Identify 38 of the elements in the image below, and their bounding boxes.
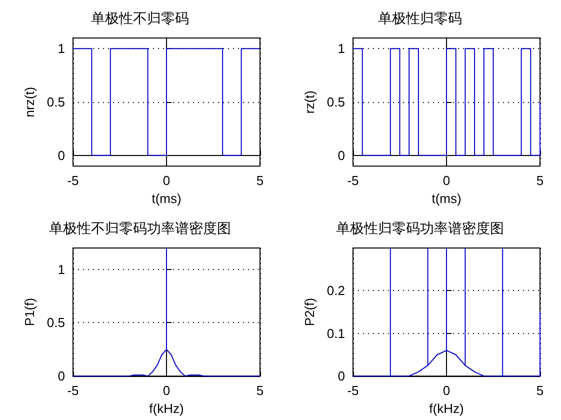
x-tick-label: -5	[347, 173, 359, 188]
y-tick-label: 0.1	[326, 326, 345, 341]
y-tick-label: 1	[58, 262, 65, 277]
chart-title: 单极性归零码功率谱密度图	[336, 220, 504, 236]
line-series	[72, 248, 260, 377]
y-tick-label: 0.5	[326, 94, 345, 110]
chart-title: 单极性不归零码功率谱密度图	[49, 220, 231, 236]
x-tick-label: 0	[442, 173, 450, 188]
y-tick-label: 0	[338, 148, 345, 163]
chart-title: 单极性归零码	[378, 10, 462, 26]
x-axis-title: f(kHz)	[429, 401, 464, 416]
x-tick-label: 5	[256, 173, 264, 188]
x-tick-label: 5	[536, 173, 544, 188]
line-series	[352, 248, 540, 377]
y-tick-label: 1	[338, 41, 345, 56]
y-tick-label: 0.2	[326, 283, 345, 298]
x-axis-title: t(ms)	[152, 191, 182, 206]
x-tick-label: 5	[256, 383, 264, 398]
y-axis-title: nrz(t)	[22, 86, 38, 118]
x-tick-label: 0	[442, 383, 450, 398]
y-tick-label: 1	[58, 41, 65, 56]
y-axis-title: P2(f)	[302, 298, 318, 326]
y-tick-label: 0.5	[46, 94, 65, 110]
y-tick-label: 0	[58, 148, 65, 163]
x-tick-label: -5	[67, 383, 79, 398]
y-tick-label: 0.5	[46, 315, 65, 330]
y-axis-title: P1(f)	[22, 298, 38, 326]
y-tick-label: 0	[58, 368, 65, 384]
x-axis-title: f(kHz)	[149, 401, 184, 416]
y-axis-title: rz(t)	[302, 90, 318, 114]
y-tick-label: 0	[338, 368, 345, 384]
x-tick-label: -5	[67, 173, 79, 188]
x-tick-label: 0	[162, 173, 170, 188]
chart-title: 单极性不归零码	[91, 10, 189, 26]
x-axis-title: t(ms)	[432, 191, 462, 206]
x-tick-label: -5	[347, 383, 359, 398]
x-tick-label: 5	[536, 383, 544, 398]
x-tick-label: 0	[162, 383, 170, 398]
